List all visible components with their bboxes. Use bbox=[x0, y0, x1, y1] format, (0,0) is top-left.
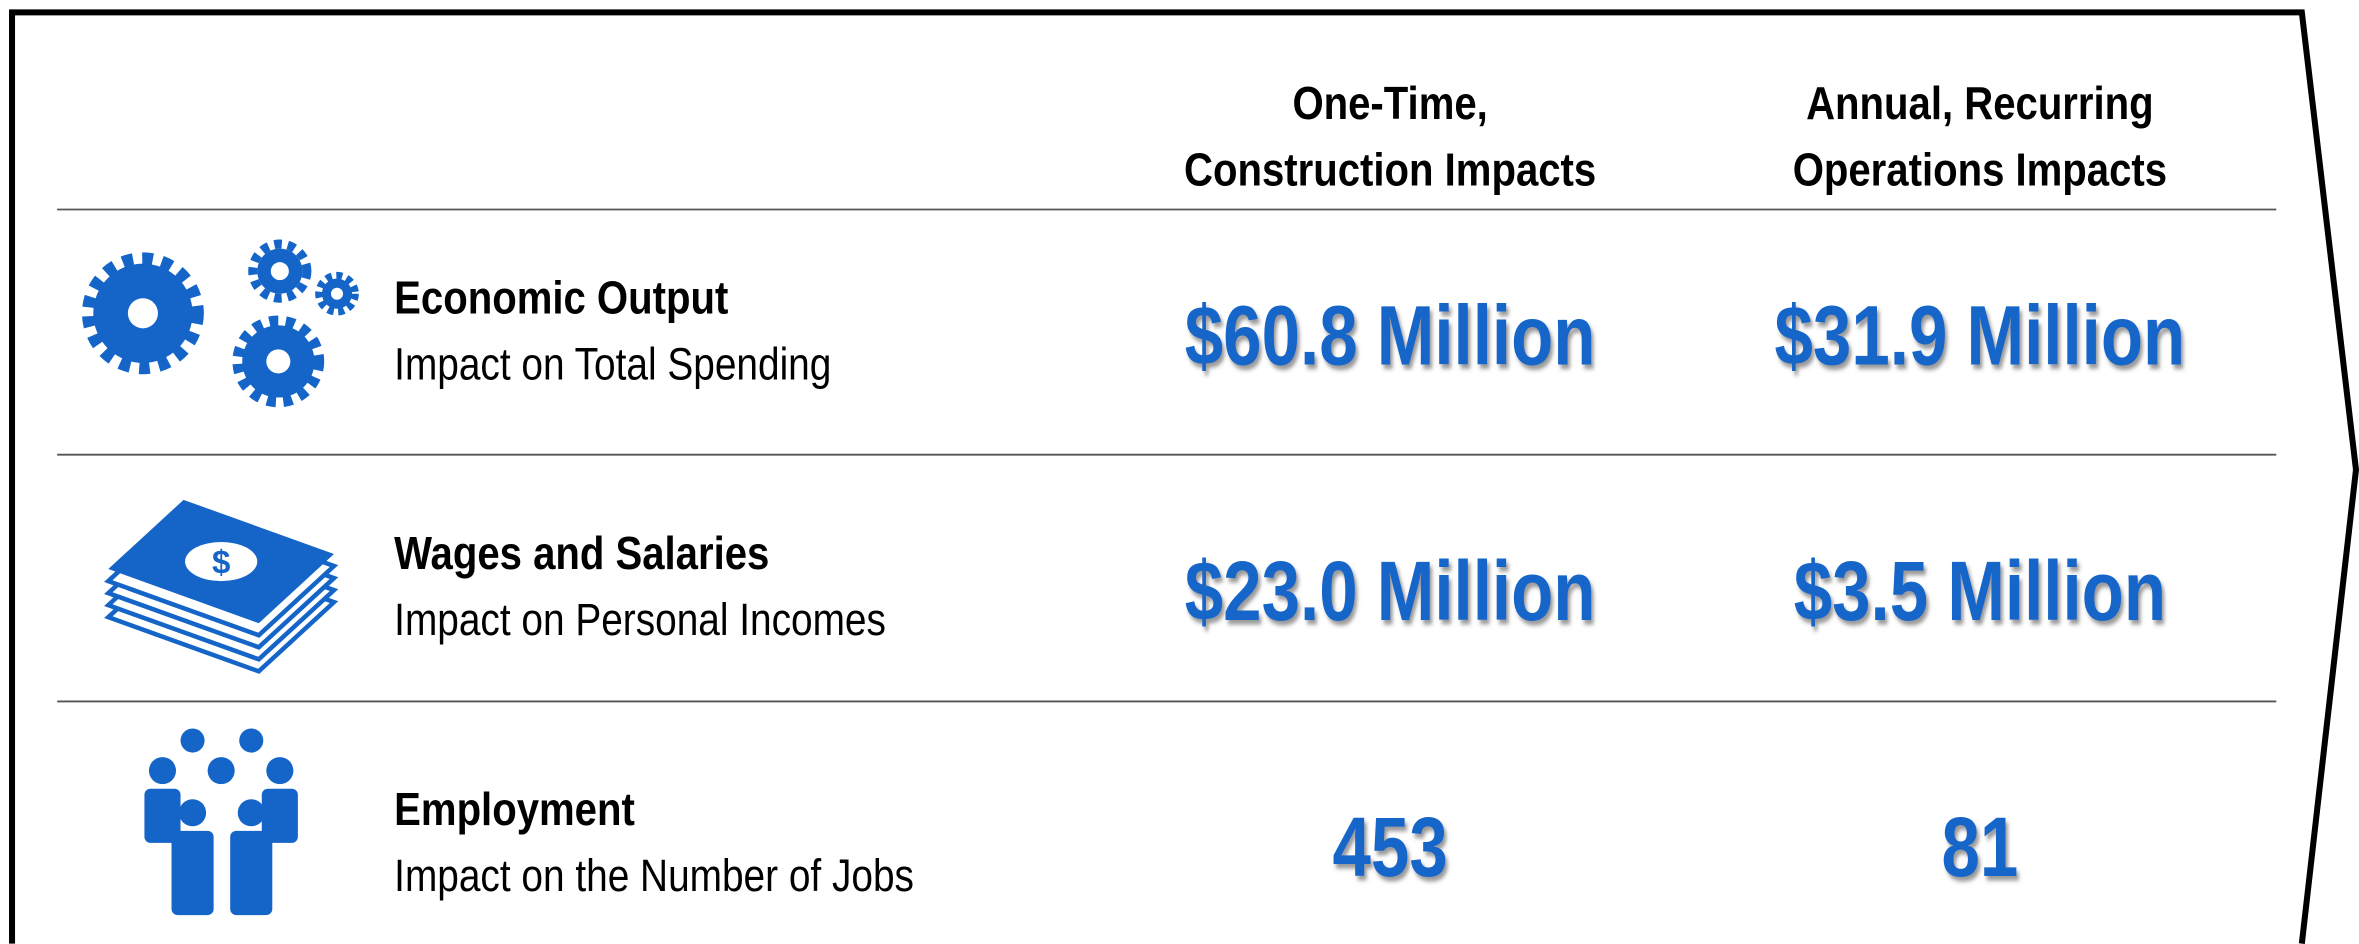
row-subtitle: Impact on Total Spending bbox=[394, 339, 831, 389]
row-title: Economic Output bbox=[394, 273, 728, 324]
column-header: Annual, Recurring Operations Impacts bbox=[1793, 78, 2167, 196]
impact-value: $31.9 Million bbox=[1774, 289, 2185, 383]
column-header: One-Time, Construction Impacts bbox=[1184, 78, 1596, 196]
impact-value: $3.5 Million bbox=[1794, 545, 2166, 639]
row-subtitle: Impact on the Number of Jobs bbox=[394, 850, 914, 900]
row-title: Employment bbox=[394, 784, 635, 835]
row-subtitle: Impact on Personal Incomes bbox=[394, 594, 886, 644]
money-icon: $ bbox=[104, 499, 339, 674]
people-icon bbox=[144, 728, 298, 916]
impact-value: $60.8 Million bbox=[1185, 289, 1596, 383]
table: One-Time, Construction Impacts Annual, Rec… bbox=[394, 78, 2185, 900]
gears-icon bbox=[81, 239, 359, 408]
rules bbox=[57, 208, 2277, 703]
svg-text:$: $ bbox=[212, 545, 230, 582]
row-title: Wages and Salaries bbox=[394, 528, 769, 579]
impact-value: 81 bbox=[1941, 800, 2018, 894]
impact-value: $23.0 Million bbox=[1185, 545, 1596, 639]
frame bbox=[9, 9, 2359, 944]
impact-value: 453 bbox=[1332, 800, 1447, 894]
